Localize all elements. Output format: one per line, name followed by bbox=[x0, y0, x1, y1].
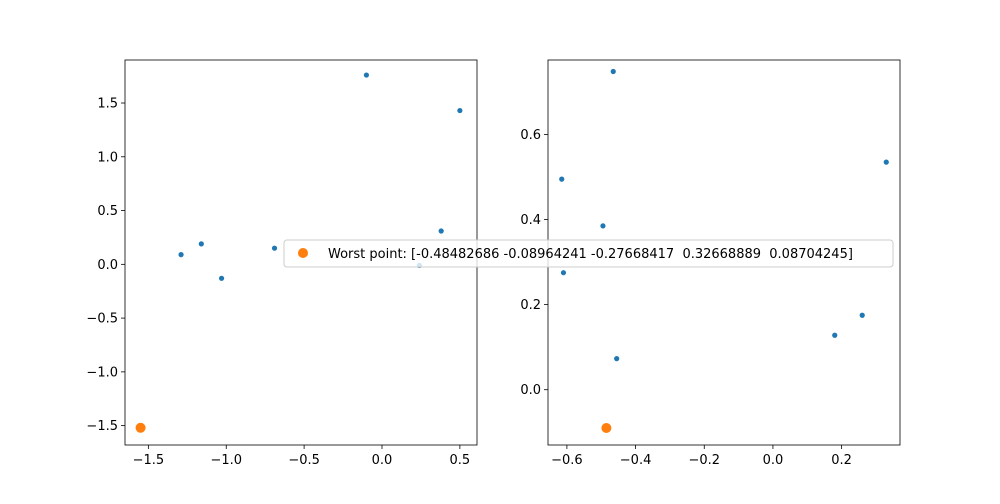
data-point bbox=[218, 275, 225, 281]
data-point bbox=[198, 241, 204, 247]
x-tick-label: 0.0 bbox=[372, 453, 393, 468]
legend-marker bbox=[298, 248, 308, 258]
y-tick-label: 0.6 bbox=[520, 128, 541, 143]
y-tick-label: 0.5 bbox=[97, 204, 118, 219]
x-tick-label: −0.2 bbox=[688, 453, 720, 468]
x-tick-label: −1.5 bbox=[133, 453, 165, 468]
data-point bbox=[600, 223, 606, 229]
worst-point-marker bbox=[601, 422, 612, 433]
y-tick-label: 0.0 bbox=[520, 383, 541, 398]
legend-box bbox=[283, 239, 894, 268]
data-point bbox=[610, 68, 616, 75]
x-tick-label: −0.5 bbox=[288, 453, 320, 468]
y-tick-label: 1.0 bbox=[97, 150, 118, 165]
y-tick-label: 0.2 bbox=[520, 298, 541, 313]
x-tick-label: −0.6 bbox=[551, 453, 583, 468]
x-tick-label: −1.0 bbox=[210, 453, 242, 468]
x-tick-label: 0.5 bbox=[450, 453, 471, 468]
data-point bbox=[457, 107, 463, 114]
y-tick-label: 0.4 bbox=[520, 213, 541, 228]
worst-point-marker bbox=[135, 422, 146, 433]
y-tick-label: −0.5 bbox=[86, 312, 118, 327]
data-point bbox=[560, 270, 567, 276]
x-tick-label: −0.4 bbox=[620, 453, 652, 468]
x-tick-label: 0.0 bbox=[763, 453, 784, 468]
data-point bbox=[614, 356, 620, 362]
data-point bbox=[883, 159, 889, 165]
data-point bbox=[438, 228, 444, 234]
data-point bbox=[271, 245, 278, 251]
x-tick-label: 0.2 bbox=[831, 453, 852, 468]
y-tick-label: −1.0 bbox=[86, 365, 118, 380]
data-point bbox=[832, 332, 838, 338]
y-tick-label: −1.5 bbox=[86, 419, 118, 434]
data-point bbox=[559, 176, 565, 182]
y-tick-label: 0.0 bbox=[97, 258, 118, 273]
data-point bbox=[859, 312, 865, 318]
legend: Worst point: [-0.48482686 -0.08964241 -0… bbox=[283, 239, 894, 268]
data-point bbox=[178, 252, 184, 258]
y-tick-label: 1.5 bbox=[97, 97, 118, 112]
legend-label: Worst point: [-0.48482686 -0.08964241 -0… bbox=[328, 247, 853, 262]
data-point bbox=[363, 72, 370, 78]
